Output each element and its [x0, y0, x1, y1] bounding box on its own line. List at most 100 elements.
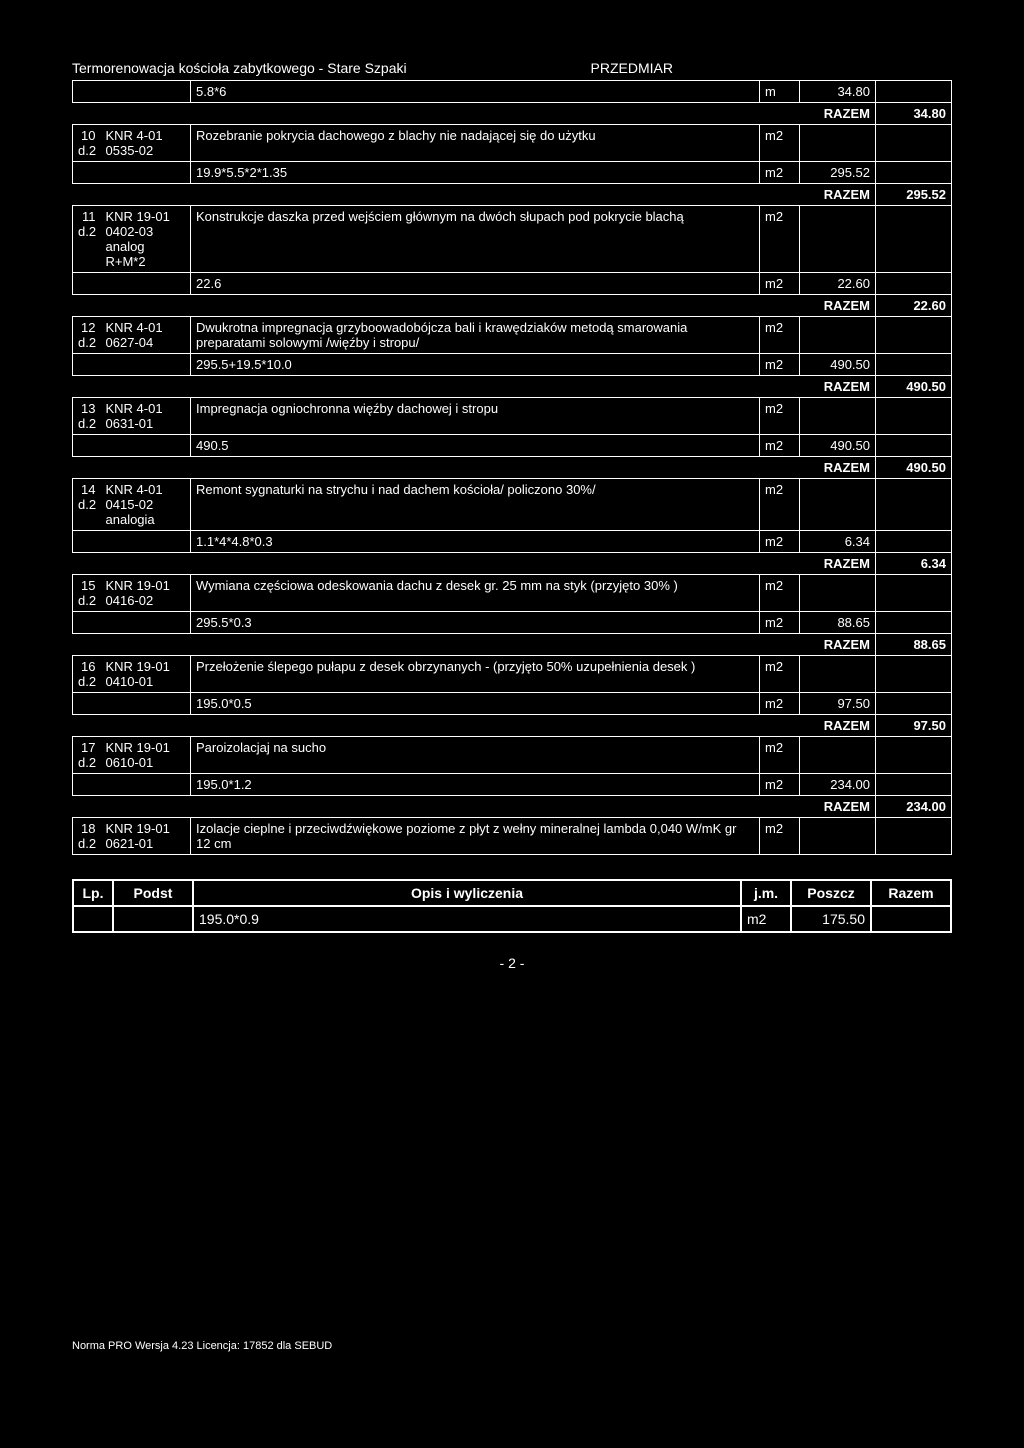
- unit: m2: [760, 693, 800, 715]
- item-number: 18d.2: [73, 818, 101, 855]
- calc: 19.9*5.5*2*1.35: [191, 162, 760, 184]
- item-description: Izolacje cieplne i przeciwdźwiękowe pozi…: [191, 818, 760, 855]
- unit: m: [760, 81, 800, 103]
- item-code: KNR 19-010416-02: [101, 575, 191, 612]
- razem-row: RAZEM22.60: [73, 295, 952, 317]
- table-row: 13d.2KNR 4-010631-01Impregnacja ogniochr…: [73, 398, 952, 435]
- item-number: 17d.2: [73, 737, 101, 774]
- razem-row: RAZEM97.50: [73, 715, 952, 737]
- table-row: 22.6m222.60: [73, 273, 952, 295]
- unit: m2: [760, 398, 800, 435]
- razem-row: RAZEM 34.80: [73, 103, 952, 125]
- razem-value: 490.50: [876, 457, 952, 479]
- title-left: Termorenowacja kościoła zabytkowego - St…: [72, 60, 407, 76]
- unit: m2: [760, 125, 800, 162]
- razem-row: RAZEM490.50: [73, 376, 952, 398]
- table-row: 295.5*0.3m288.65: [73, 612, 952, 634]
- calc: 1.1*4*4.8*0.3: [191, 531, 760, 553]
- estimate-table: 5.8*6 m 34.80 RAZEM 34.80 10d.2KNR 4-010…: [72, 80, 952, 855]
- razem-value: 97.50: [876, 715, 952, 737]
- razem-label: RAZEM: [760, 103, 876, 125]
- value: 175.50: [791, 906, 871, 932]
- header-row: Lp. Podst Opis i wyliczenia j.m. Poszcz …: [73, 880, 951, 906]
- doc-title: Termorenowacja kościoła zabytkowego - St…: [72, 60, 952, 76]
- table-row: 195.0*0.5m297.50: [73, 693, 952, 715]
- col-jm: j.m.: [741, 880, 791, 906]
- item-code: KNR 4-010415-02analogia: [101, 479, 191, 531]
- item-code: KNR 4-010535-02: [101, 125, 191, 162]
- unit: m2: [760, 575, 800, 612]
- razem-label: RAZEM: [760, 184, 876, 206]
- item-description: Przełożenie ślepego pułapu z desek obrzy…: [191, 656, 760, 693]
- unit: m2: [760, 162, 800, 184]
- value: 22.60: [800, 273, 876, 295]
- item-code: KNR 4-010631-01: [101, 398, 191, 435]
- unit: m2: [760, 774, 800, 796]
- razem-label: RAZEM: [760, 376, 876, 398]
- calc: 490.5: [191, 435, 760, 457]
- value: 97.50: [800, 693, 876, 715]
- razem-row: RAZEM295.52: [73, 184, 952, 206]
- table-row: 17d.2KNR 19-010610-01Paroizolacjaj na su…: [73, 737, 952, 774]
- item-number: 15d.2: [73, 575, 101, 612]
- page-number: - 2 -: [72, 955, 952, 971]
- item-description: Remont sygnaturki na strychu i nad dache…: [191, 479, 760, 531]
- item-description: Rozebranie pokrycia dachowego z blachy n…: [191, 125, 760, 162]
- razem-value: 490.50: [876, 376, 952, 398]
- value: 34.80: [800, 81, 876, 103]
- razem-value: 234.00: [876, 796, 952, 818]
- razem-label: RAZEM: [760, 796, 876, 818]
- razem-row: RAZEM6.34: [73, 553, 952, 575]
- item-number: 13d.2: [73, 398, 101, 435]
- unit: m2: [760, 354, 800, 376]
- razem-row: RAZEM490.50: [73, 457, 952, 479]
- unit: m2: [760, 317, 800, 354]
- table-row: 14d.2KNR 4-010415-02analogiaRemont sygna…: [73, 479, 952, 531]
- table-row: 16d.2KNR 19-010410-01Przełożenie ślepego…: [73, 656, 952, 693]
- value: 234.00: [800, 774, 876, 796]
- razem-label: RAZEM: [760, 553, 876, 575]
- item-description: Wymiana częściowa odeskowania dachu z de…: [191, 575, 760, 612]
- unit: m2: [760, 273, 800, 295]
- table-row: 18d.2KNR 19-010621-01Izolacje cieplne i …: [73, 818, 952, 855]
- unit: m2: [760, 435, 800, 457]
- unit: m2: [741, 906, 791, 932]
- calc: 295.5+19.5*10.0: [191, 354, 760, 376]
- col-opis: Opis i wyliczenia: [193, 880, 741, 906]
- value: 88.65: [800, 612, 876, 634]
- table-row: 295.5+19.5*10.0m2490.50: [73, 354, 952, 376]
- column-header-table: Lp. Podst Opis i wyliczenia j.m. Poszcz …: [72, 879, 952, 933]
- razem-label: RAZEM: [760, 634, 876, 656]
- razem-value: 22.60: [876, 295, 952, 317]
- col-poszcz: Poszcz: [791, 880, 871, 906]
- table-row: 490.5m2490.50: [73, 435, 952, 457]
- footer-text: Norma PRO Wersja 4.23 Licencja: 17852 dl…: [72, 1340, 332, 1352]
- value: 490.50: [800, 435, 876, 457]
- unit: m2: [760, 206, 800, 273]
- razem-label: RAZEM: [760, 295, 876, 317]
- table-row: 12d.2KNR 4-010627-04Dwukrotna impregnacj…: [73, 317, 952, 354]
- col-lp: Lp.: [73, 880, 113, 906]
- item-number: 11d.2: [73, 206, 101, 273]
- item-description: Dwukrotna impregnacja grzyboowadobójcza …: [191, 317, 760, 354]
- title-right: PRZEDMIAR: [591, 60, 673, 76]
- calc: 5.8*6: [191, 81, 760, 103]
- page: Termorenowacja kościoła zabytkowego - St…: [72, 60, 952, 971]
- unit: m2: [760, 656, 800, 693]
- table-row: 19.9*5.5*2*1.35m2295.52: [73, 162, 952, 184]
- item-code: KNR 19-010621-01: [101, 818, 191, 855]
- col-podst: Podst: [113, 880, 193, 906]
- calc: 195.0*0.5: [191, 693, 760, 715]
- col-razem: Razem: [871, 880, 951, 906]
- item-number: 14d.2: [73, 479, 101, 531]
- unit: m2: [760, 737, 800, 774]
- table-row: 1.1*4*4.8*0.3m26.34: [73, 531, 952, 553]
- razem-row: RAZEM88.65: [73, 634, 952, 656]
- calc: 295.5*0.3: [191, 612, 760, 634]
- razem-label: RAZEM: [760, 715, 876, 737]
- razem-value: 6.34: [876, 553, 952, 575]
- item-description: Paroizolacjaj na sucho: [191, 737, 760, 774]
- table-row: 15d.2KNR 19-010416-02Wymiana częściowa o…: [73, 575, 952, 612]
- item-code: KNR 4-010627-04: [101, 317, 191, 354]
- razem-row: RAZEM234.00: [73, 796, 952, 818]
